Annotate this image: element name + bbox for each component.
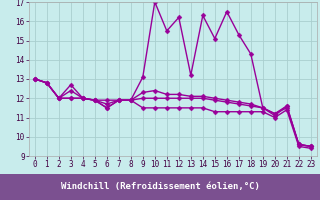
- Text: Windchill (Refroidissement éolien,°C): Windchill (Refroidissement éolien,°C): [60, 182, 260, 192]
